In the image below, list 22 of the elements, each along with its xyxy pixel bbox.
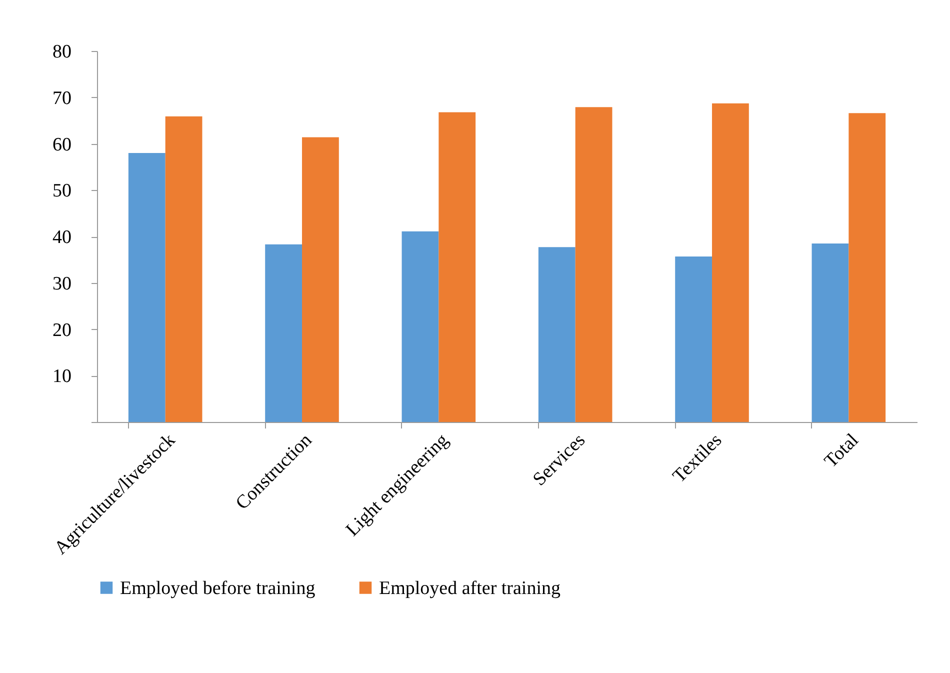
y-tick-label: 20 [52,320,72,341]
y-tick-label: 40 [52,227,72,248]
bar [438,112,476,422]
y-tick-label: 10 [52,366,72,388]
bar [712,103,749,422]
bar [402,231,439,422]
y-tick-label: 60 [52,134,72,156]
bar [302,137,339,422]
legend-label: Employed before training [120,578,316,599]
bar [165,116,202,422]
bar [848,113,886,422]
y-tick-label: 70 [52,88,72,109]
bar [265,244,302,422]
bar [538,247,576,422]
y-tick-label: 50 [52,180,72,202]
y-tick-label: 80 [52,42,72,62]
bar [575,107,612,422]
bar [675,256,712,422]
bar [128,153,166,422]
y-tick-label: 30 [52,273,72,294]
bar [812,243,849,422]
legend-label: Employed after training [379,578,561,599]
